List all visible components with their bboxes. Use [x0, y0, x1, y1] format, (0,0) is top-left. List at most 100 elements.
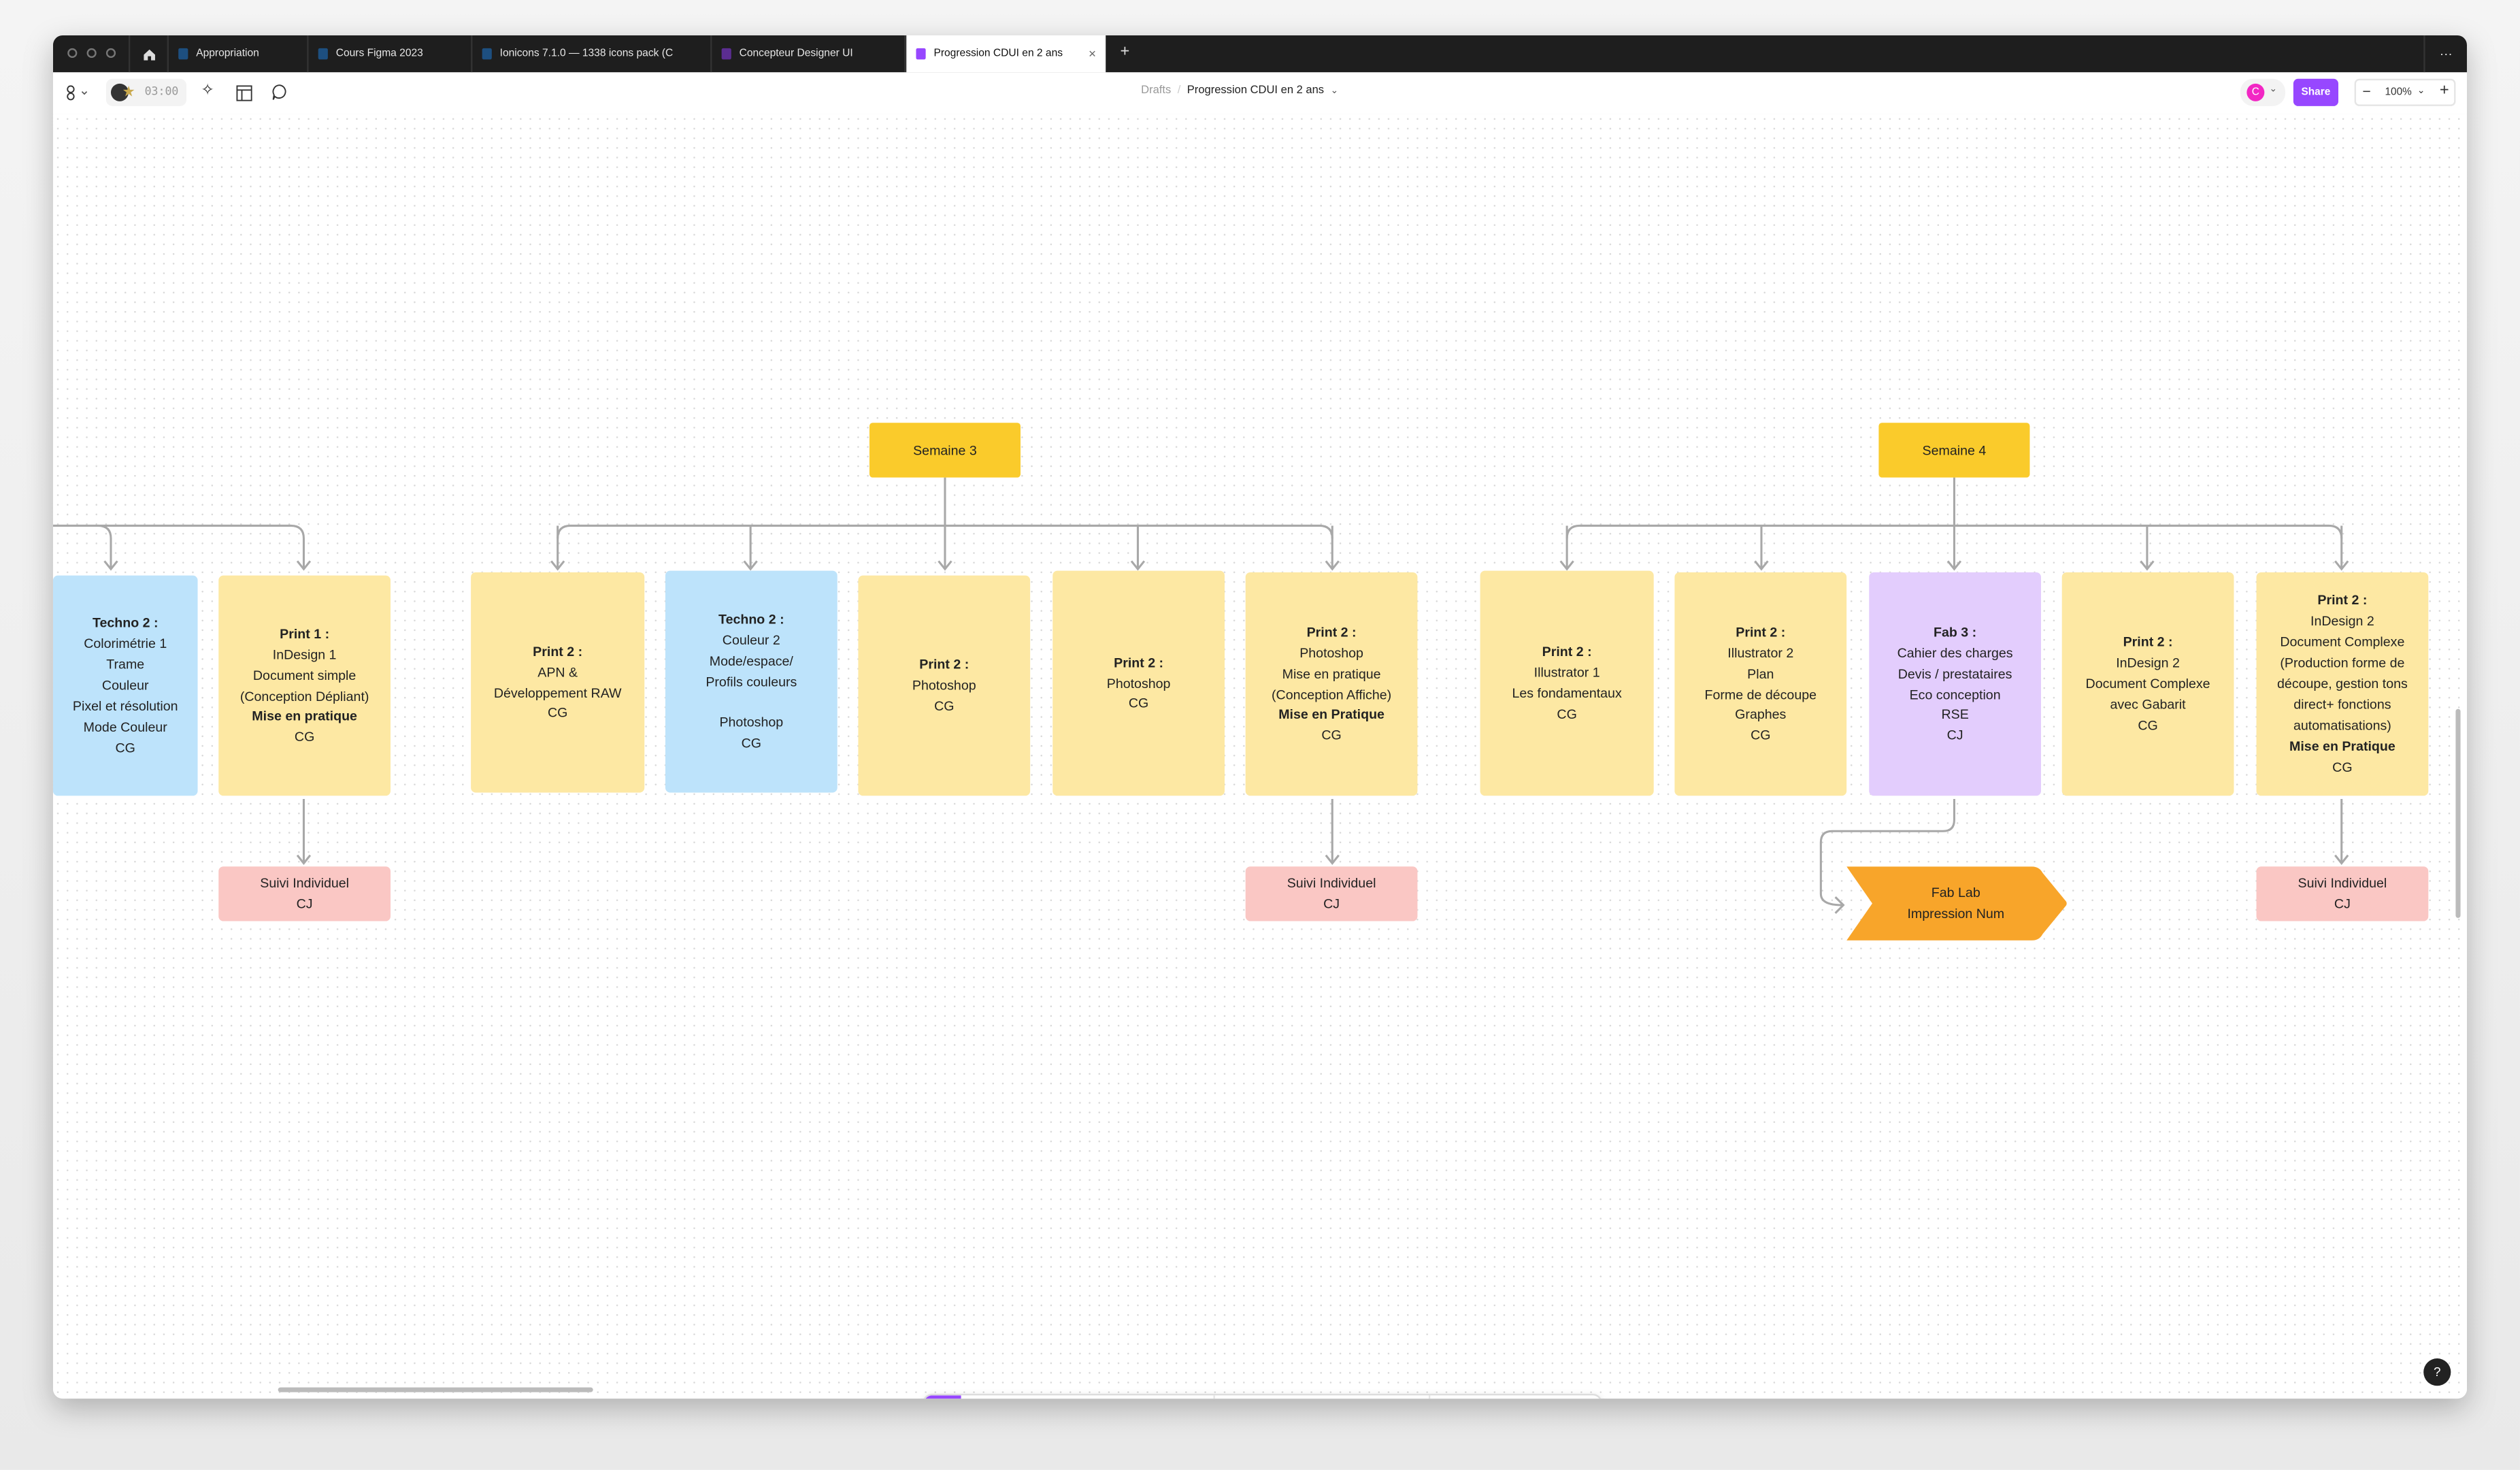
week-label-semaine-3[interactable]: Semaine 3: [869, 423, 1021, 478]
card-line: CG: [1128, 695, 1149, 712]
card-heading: Print 2 :: [2123, 634, 2173, 650]
card-line: CG: [934, 698, 955, 714]
browser-tab[interactable]: Concepteur Designer UI: [710, 35, 905, 73]
card-heading: Print 2 :: [2317, 592, 2368, 608]
arrow-head-icon: [103, 560, 118, 571]
suivi-individuel-card[interactable]: Suivi Individuel CJ: [218, 866, 391, 921]
maximize-window-button[interactable]: [105, 48, 116, 59]
sticky-note-print[interactable]: Print 2 : Photoshop Mise en pratique (Conce…: [1245, 572, 1418, 796]
board-canvas[interactable]: Semaine 3 Semaine 4 Techno 2 : Colorimétr…: [52, 114, 2467, 1399]
card-line: CG: [2332, 758, 2353, 774]
horizontal-scrollbar[interactable]: [278, 1387, 593, 1392]
sticky-note-print[interactable]: Print 2 : Photoshop CG: [1052, 570, 1225, 796]
suivi-individuel-card[interactable]: Suivi Individuel CJ: [1245, 866, 1418, 921]
browser-tab-bar: Appropriation Cours Figma 2023 Ionicons 7.…: [52, 35, 2467, 73]
main-menu-button[interactable]: [66, 85, 88, 101]
card-line: CG: [294, 728, 315, 745]
multiplayer-avatars[interactable]: C ⌄: [2240, 78, 2286, 106]
arrow-head-icon: [1130, 560, 1146, 571]
browser-tab[interactable]: Appropriation: [167, 35, 308, 73]
sticky-note-techno[interactable]: Techno 2 : Couleur 2 Mode/espace/Profils c…: [665, 570, 838, 793]
sticky-note-print[interactable]: Print 2 : InDesign 2 Document Complexe (Pro…: [2256, 572, 2429, 796]
card-heading: Fab 3 :: [1934, 623, 1977, 640]
card-line: Couleur: [101, 676, 149, 693]
card-line: Cahier des charges: [1897, 644, 2013, 661]
card-line: Couleur 2: [722, 631, 780, 648]
card-line: InDesign 1: [272, 645, 337, 662]
sticky-note-fab[interactable]: Fab 3 : Cahier des charges Devis / prestat…: [1869, 572, 2041, 796]
card-line: (Conception Dépliant): [239, 687, 369, 704]
select-tool-button[interactable]: [924, 1395, 961, 1399]
card-line: Impression Num: [1907, 904, 2005, 921]
card-line: Mode Couleur: [83, 718, 167, 735]
cursor-icon: [924, 1395, 961, 1399]
chevron-down-icon[interactable]: ⌄: [1330, 86, 1339, 97]
fablab-shape[interactable]: Fab Lab Impression Num: [1846, 866, 2067, 941]
week-label-semaine-4[interactable]: Semaine 4: [1878, 423, 2030, 478]
arrow-head-icon: [550, 560, 565, 571]
layout-icon[interactable]: [236, 85, 252, 101]
minimize-window-button[interactable]: [86, 48, 97, 59]
browser-tab[interactable]: Cours Figma 2023: [307, 35, 471, 73]
home-button[interactable]: [128, 35, 167, 73]
arrow-head-icon: [1559, 560, 1574, 571]
card-line: CJ: [1946, 727, 1963, 744]
card-heading: Print 2 :: [1114, 653, 1164, 670]
card-line: InDesign 2: [2310, 612, 2374, 630]
card-line: RSE: [1941, 706, 1969, 723]
sticky-note-print[interactable]: Print 2 : Illustrator 2 Plan Forme de décou…: [1674, 572, 1847, 796]
zoom-out-button[interactable]: −: [2362, 83, 2371, 100]
close-tab-button[interactable]: ×: [1088, 46, 1097, 61]
new-tab-button[interactable]: +: [1120, 43, 1130, 61]
arrow-head-icon: [2334, 854, 2349, 865]
help-button[interactable]: ?: [2423, 1358, 2451, 1386]
sticky-note-print[interactable]: Print 2 : APN & Développement RAW CG: [471, 572, 645, 793]
card-line: APN &: [537, 663, 578, 680]
arrow-head-icon: [1325, 854, 1340, 865]
sticky-note-print[interactable]: Print 1 : InDesign 1 Document simple (Conce…: [218, 575, 391, 796]
card-line: Plan: [1747, 664, 1774, 681]
card-line: CG: [1751, 727, 1771, 744]
avatar: C: [2247, 83, 2265, 101]
card-heading: Techno 2 :: [92, 615, 159, 631]
file-name[interactable]: Progression CDUI en 2 ans: [1187, 85, 1325, 97]
card-line: CG: [547, 704, 568, 721]
zoom-in-button[interactable]: +: [2439, 82, 2449, 100]
card-heading: Print 2 :: [1542, 643, 1592, 659]
timer-widget[interactable]: ★ 03:00: [105, 78, 187, 106]
card-line: Les fondamentaux: [1512, 685, 1622, 701]
more-menu-button[interactable]: ···: [2423, 35, 2467, 73]
close-window-button[interactable]: [67, 48, 78, 59]
browser-tab[interactable]: Ionicons 7.1.0 — 1338 icons pack (C: [471, 35, 710, 73]
figjam-file-icon: [178, 48, 188, 60]
card-line: découpe, gestion tons: [2277, 675, 2408, 691]
card-line: CJ: [1323, 895, 1340, 912]
ai-sparkle-icon[interactable]: ✧: [201, 82, 215, 100]
share-button[interactable]: Share: [2293, 78, 2339, 106]
card-line: Photoshop: [1299, 644, 1363, 661]
sticky-note-techno[interactable]: Techno 2 : Colorimétrie 1 Trame Couleur Pixe…: [52, 575, 198, 796]
sticky-note-print[interactable]: Print 2 : InDesign 2 Document Complexe avec…: [2061, 572, 2234, 796]
card-heading: Print 2 :: [533, 642, 583, 659]
card-line: Trame: [106, 656, 145, 672]
connector-line: [52, 524, 305, 570]
tab-label: Cours Figma 2023: [335, 48, 423, 60]
zoom-level-dropdown[interactable]: 100%: [2385, 86, 2412, 99]
card-heading: Mise en Pratique: [1278, 706, 1385, 723]
card-heading: Print 2 :: [1736, 623, 1786, 640]
file-toolbar: ★ 03:00 ✧ Drafts / Progression CDUI en 2…: [52, 72, 2467, 116]
card-line: Photoshop: [719, 714, 784, 731]
figjam-file-icon: [318, 48, 328, 60]
sticky-note-print[interactable]: Print 2 : Photoshop CG: [858, 575, 1031, 796]
sticky-note-print[interactable]: Print 2 : Illustrator 1 Les fondamentaux CG: [1480, 570, 1654, 796]
breadcrumb-drafts[interactable]: Drafts: [1141, 85, 1172, 97]
avatar: [110, 83, 129, 101]
comment-icon[interactable]: [271, 84, 288, 101]
timer-value: 03:00: [144, 85, 179, 99]
card-line: CG: [741, 735, 762, 751]
browser-tab[interactable]: Progression CDUI en 2 ans ×: [904, 35, 1106, 73]
arrow-head-icon: [1946, 560, 1962, 571]
card-line: Mode/espace/: [709, 652, 793, 668]
suivi-individuel-card[interactable]: Suivi Individuel CJ: [2256, 866, 2429, 921]
vertical-scrollbar[interactable]: [2455, 708, 2461, 918]
